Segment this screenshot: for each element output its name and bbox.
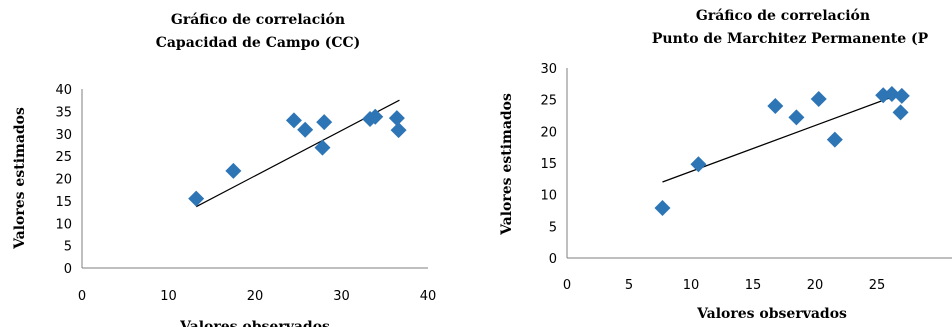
- chart1-data-point: [388, 110, 405, 127]
- chart2-x-axis-label: Valores observados: [696, 306, 847, 322]
- chart2-y-tick-label: 5: [549, 220, 557, 235]
- chart1-y-tick-label: 25: [55, 150, 72, 165]
- chart2-data-point: [788, 109, 805, 126]
- chart2-data-point: [767, 98, 784, 114]
- chart1-data-point: [316, 114, 333, 131]
- chart1-y-tick-label: 5: [64, 240, 72, 255]
- chart2-data-point: [810, 91, 827, 108]
- chart2-data-point: [893, 87, 910, 104]
- chart1-data-point: [297, 121, 314, 138]
- chart2-data-point: [654, 199, 671, 216]
- chart2-data-point: [883, 85, 900, 102]
- chart1-x-tick-label: 40: [420, 289, 437, 304]
- chart1-y-tick-label: 20: [55, 173, 72, 188]
- chart2-title-line2: Punto de Marchitez Permanente (P: [652, 31, 929, 47]
- chart2-y-tick-label: 10: [540, 189, 557, 204]
- chart2-data-point: [690, 156, 707, 173]
- chart2-data-point: [892, 104, 909, 121]
- chart-punto-marchitez: Gráfico de correlación Punto de Marchite…: [499, 8, 952, 322]
- chart1-data-point: [314, 139, 331, 156]
- chart1-x-tick-label: 20: [247, 289, 264, 304]
- chart-capacidad-de-campo: Gráfico de correlación Capacidad de Camp…: [12, 12, 436, 327]
- chart2-y-tick-label: 15: [540, 157, 557, 172]
- chart1-data-point: [285, 112, 302, 129]
- chart2-x-tick-label: 20: [807, 278, 824, 293]
- chart1-y-axis-label: Valores estimados: [12, 107, 28, 250]
- chart2-data-point: [826, 131, 843, 148]
- chart1-title-line2: Capacidad de Campo (CC): [156, 35, 361, 51]
- chart2-y-tick-label: 20: [540, 125, 557, 140]
- chart2-y-axis-label: Valores estimados: [499, 93, 515, 236]
- chart1-y-tick-label: 40: [55, 83, 72, 98]
- chart2-x-tick-label: 10: [683, 278, 700, 293]
- chart1-y-tick-label: 10: [55, 217, 72, 232]
- chart2-title-line1: Gráfico de correlación: [696, 8, 870, 24]
- chart1-data-point: [188, 190, 205, 207]
- chart2-x-tick-label: 15: [745, 278, 762, 293]
- chart2-y-tick-label: 25: [540, 94, 557, 109]
- chart1-data-point: [390, 122, 407, 139]
- chart1-x-tick-label: 30: [333, 289, 350, 304]
- chart2-x-tick-label: 0: [563, 278, 571, 293]
- chart1-y-tick-label: 30: [55, 128, 72, 143]
- chart1-y-tick-label: 0: [64, 262, 72, 277]
- chart2-x-tick-label: 5: [625, 278, 633, 293]
- chart2-x-tick-label: 25: [869, 278, 886, 293]
- chart1-x-tick-label: 0: [78, 289, 86, 304]
- chart1-data-point: [367, 108, 384, 125]
- chart1-x-axis-label: Valores observados: [179, 319, 330, 327]
- chart1-data-point: [225, 162, 242, 179]
- chart2-y-tick-label: 30: [540, 62, 557, 77]
- chart1-x-tick-label: 10: [160, 289, 177, 304]
- chart1-y-tick-label: 15: [55, 195, 72, 210]
- chart2-y-tick-label: 0: [549, 252, 557, 267]
- chart1-title-line1: Gráfico de correlación: [171, 12, 345, 28]
- chart1-y-tick-label: 35: [55, 105, 72, 120]
